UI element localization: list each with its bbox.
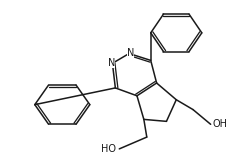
Text: HO: HO <box>101 144 116 154</box>
Text: OH: OH <box>213 119 228 129</box>
Text: N: N <box>108 58 115 68</box>
Text: N: N <box>127 48 134 58</box>
